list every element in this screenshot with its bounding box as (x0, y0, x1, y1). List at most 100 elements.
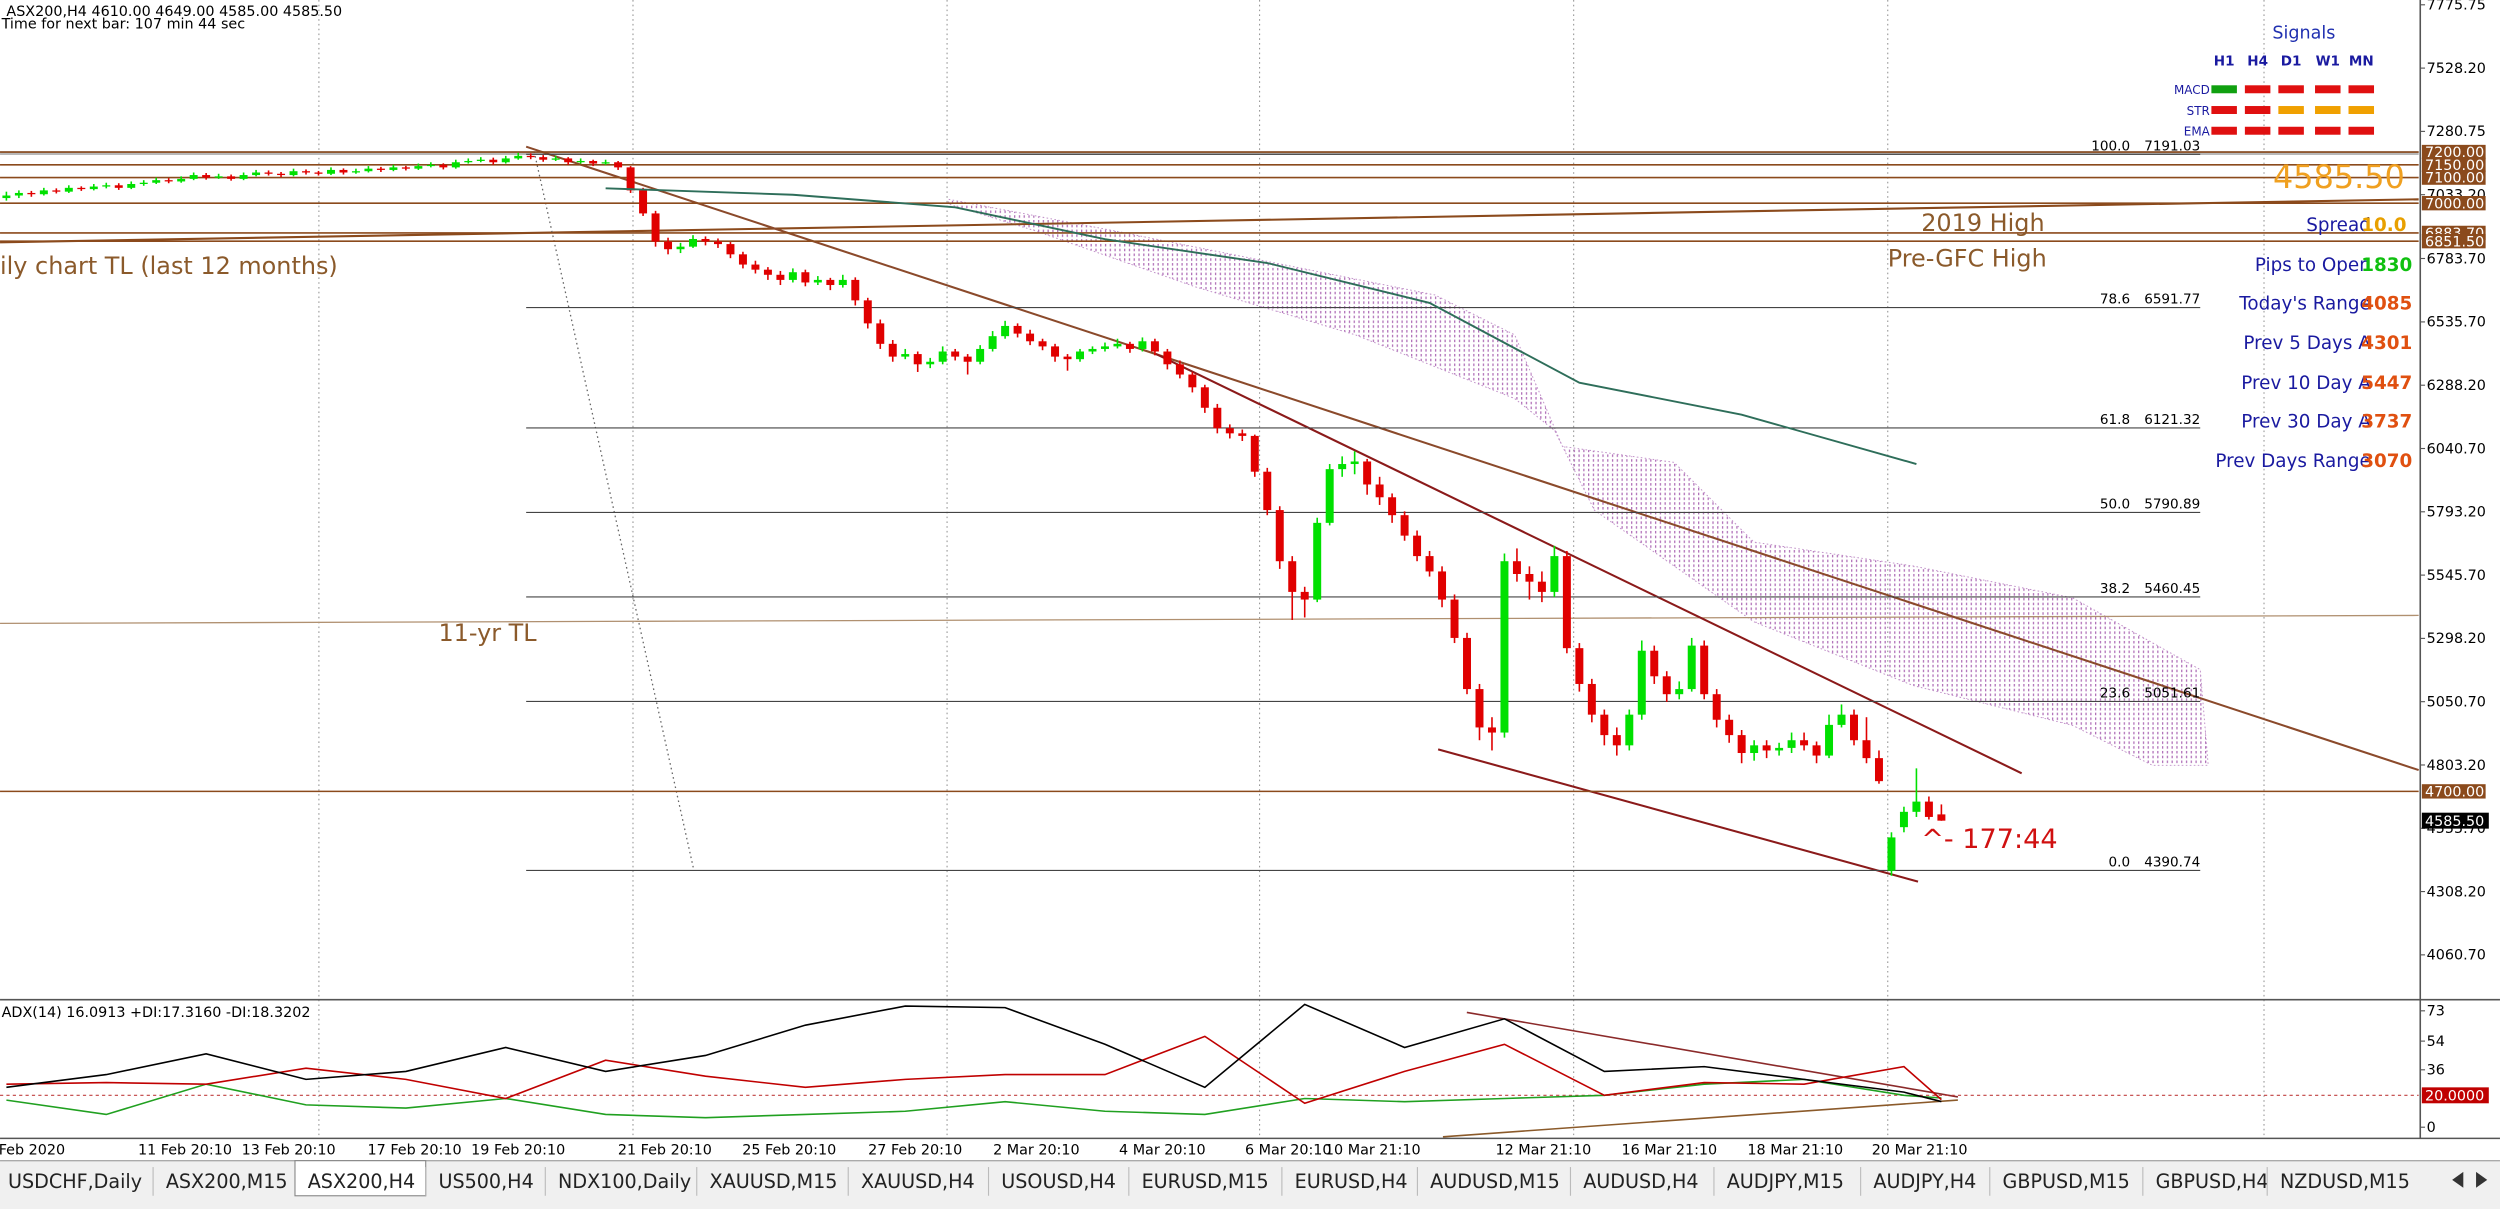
tab[interactable]: XAUUSD,H4 (861, 1170, 975, 1193)
adx-label: ADX(14) 16.0913 +DI:17.3160 -DI:18.3202 (2, 1005, 311, 1021)
candle-body (1512, 561, 1521, 574)
candle-body (489, 159, 498, 163)
adx-panel (0, 1003, 2419, 1138)
candle-body (1800, 740, 1809, 746)
scroll-left[interactable] (2452, 1171, 2464, 1188)
candle-body (1612, 735, 1621, 746)
candle-body (1225, 428, 1234, 434)
tab[interactable]: NDX100,Daily (558, 1170, 691, 1193)
candle-body (1562, 556, 1571, 649)
candle-body (177, 178, 186, 182)
x-tick-label: 2 Mar 20:10 (993, 1142, 1080, 1158)
adx-tick-label: 0 (2427, 1120, 2436, 1136)
tab[interactable]: AUDJPY,H4 (1873, 1170, 1976, 1193)
y-tick-label: 7280.75 (2427, 124, 2486, 140)
candle-body (152, 180, 161, 183)
tab[interactable]: ASX200,M15 (166, 1170, 288, 1193)
candle-body (689, 238, 697, 247)
candle-body (1175, 364, 1184, 375)
candle-body (701, 238, 710, 242)
y-tick-label: 6288.20 (2427, 378, 2486, 394)
candle-body (1200, 387, 1209, 408)
signal-cell (2348, 85, 2375, 94)
annotation: 11-yr TL (438, 619, 537, 647)
fibonacci: 100.0 7191.03 78.6 6591.77 61.8 6121.32 50.0 57… (526, 138, 2200, 872)
y-tick-label: 6535.70 (2427, 315, 2486, 331)
signal-column: H4 (2247, 53, 2268, 69)
candle-body (252, 172, 261, 176)
candle-body (1350, 461, 1359, 465)
signal-row-label: MACD (2174, 83, 2210, 97)
level-box (2421, 784, 2486, 799)
candle-body (239, 175, 248, 179)
signal-cell (2278, 126, 2304, 135)
info-value: 4085 (2361, 293, 2412, 314)
tab[interactable]: GBPUSD,H4 (2156, 1170, 2269, 1193)
annotation: 2019 High (1921, 209, 2044, 237)
tab[interactable]: USDCHF,Daily (8, 1170, 142, 1193)
candle-body (1787, 740, 1796, 748)
candle-body (1687, 645, 1696, 690)
ichimoku-cloud (948, 198, 2209, 766)
candle-body (801, 272, 810, 283)
candle-body (1637, 650, 1646, 715)
x-tick-label: Feb 2020 (0, 1142, 65, 1158)
level-box (2421, 233, 2486, 249)
candle-body (838, 279, 847, 286)
tab[interactable]: GBPUSD,M15 (2003, 1170, 2130, 1193)
candle-body (851, 279, 860, 301)
candle-body (1887, 837, 1896, 871)
tab[interactable]: AUDJPY,M15 (1727, 1170, 1844, 1193)
candle-body (289, 171, 298, 176)
info-label: Spread (2306, 215, 2371, 236)
y-tick-label: 4803.20 (2427, 758, 2486, 774)
signal-cell (2244, 106, 2271, 114)
candle-body (27, 192, 36, 195)
tab[interactable]: EURUSD,M15 (1142, 1170, 1269, 1193)
candle-body (1837, 714, 1846, 725)
y-tick-label: 7528.20 (2427, 61, 2486, 77)
candle-body (2, 195, 11, 199)
candle-body (813, 279, 822, 283)
candle-body (1862, 740, 1871, 759)
candle-body (1600, 714, 1609, 736)
candle-body (639, 190, 648, 214)
candle-body (1163, 351, 1172, 365)
x-tick-label: 16 Mar 21:10 (1621, 1142, 1717, 1158)
adx-level-label: 20.0000 (2425, 1089, 2484, 1105)
x-tick-label: 17 Feb 20:10 (368, 1142, 462, 1158)
candle-body (227, 176, 236, 179)
tab[interactable]: EURUSD,H4 (1295, 1170, 1408, 1193)
scroll-right[interactable] (2476, 1171, 2488, 1188)
candle-body (1400, 515, 1409, 536)
candle-body (1375, 484, 1384, 498)
candle-body (1188, 374, 1197, 388)
candle-body (14, 192, 23, 196)
candle-body (1263, 471, 1272, 511)
candle-body (1113, 343, 1122, 347)
candle-body (1438, 571, 1447, 600)
tab[interactable]: AUDUSD,M15 (1430, 1170, 1560, 1193)
candle-body (1051, 346, 1060, 357)
fib-level: 38.2 (2100, 581, 2130, 597)
candle-body (1937, 814, 1946, 821)
tab[interactable]: US500,H4 (438, 1170, 533, 1193)
tab[interactable]: AUDUSD,H4 (1583, 1170, 1698, 1193)
x-tick-label: 25 Feb 20:10 (742, 1142, 836, 1158)
y-tick-label: 6040.70 (2427, 441, 2486, 457)
candle-body (64, 187, 73, 192)
level-label: 7200.00 (2425, 145, 2484, 161)
signal-column: H1 (2214, 53, 2235, 69)
tab[interactable]: ASX200,H4 (308, 1170, 415, 1193)
tab[interactable]: USOUSD,H4 (1001, 1170, 1116, 1193)
candle-body (676, 246, 685, 250)
candle-body (1013, 325, 1022, 334)
tab[interactable]: NZDUSD,M15 (2280, 1170, 2410, 1193)
candle-body (1475, 689, 1484, 728)
tab[interactable]: XAUUSD,M15 (710, 1170, 838, 1193)
candle-body (1500, 561, 1509, 733)
candle-body (526, 155, 535, 158)
bar-timer: Time for next bar: 107 min 44 sec (1, 17, 246, 33)
